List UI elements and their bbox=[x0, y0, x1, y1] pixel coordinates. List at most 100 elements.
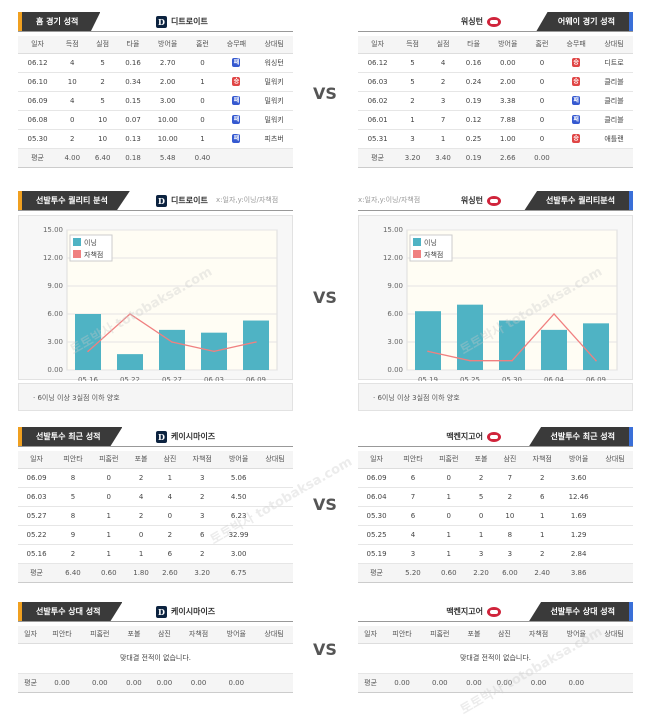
table-cell: 밀워키 bbox=[255, 91, 293, 111]
table-cell: 디트로 bbox=[595, 53, 633, 73]
pitcher-recent-left-panel: 선발투수 최근 성적 D 케이시마이즈 일자 피안타 피홈런 포볼 삼진 자책점 방어율 상대… bbox=[18, 427, 293, 583]
table-cell: 10 bbox=[57, 72, 88, 92]
average-cell: 0.00 bbox=[489, 673, 520, 693]
table-row: 06.03 5 0 4 4 2 4.50 bbox=[18, 487, 293, 507]
table-row: 06.12 4 5 0.16 2.70 0 패 워싱턴 bbox=[18, 53, 293, 73]
average-cell: 0.00 bbox=[526, 148, 558, 168]
table-cell bbox=[257, 468, 293, 488]
table-cell bbox=[597, 544, 633, 564]
table-cell: 2 bbox=[155, 525, 185, 545]
nationals-logo-icon bbox=[487, 432, 501, 442]
table-cell: 패 bbox=[217, 91, 256, 111]
column-header: 일자 bbox=[358, 451, 396, 469]
pitcher-vs-right-name: 맥켄지고어 bbox=[446, 602, 501, 622]
table-cell: 2 bbox=[184, 544, 221, 564]
average-cell: 2.20 bbox=[466, 563, 496, 583]
table-cell: 패 bbox=[217, 110, 256, 130]
average-cell bbox=[255, 148, 293, 168]
table-cell: 밀워키 bbox=[255, 110, 293, 130]
column-header: 일자 bbox=[358, 36, 398, 54]
table-cell: 10.00 bbox=[148, 129, 188, 149]
table-cell: 2 bbox=[126, 468, 156, 488]
table-cell bbox=[597, 525, 633, 545]
column-header: 방어율 bbox=[488, 36, 527, 54]
column-header: 타율 bbox=[458, 36, 489, 54]
table-cell: 0 bbox=[526, 72, 558, 92]
y-tick-label: 3.00 bbox=[47, 338, 63, 346]
table-cell: 2.00 bbox=[148, 72, 188, 92]
column-header: 득점 bbox=[57, 36, 88, 54]
pitcher-recent-right-header: 맥켄지고어 선발투수 최근 성적 bbox=[358, 427, 633, 447]
result-badge: 패 bbox=[572, 96, 581, 105]
average-cell: 평균 bbox=[18, 563, 56, 583]
table-cell: 0.19 bbox=[458, 91, 489, 111]
table-row: 05.27 8 1 2 0 3 6.23 bbox=[18, 506, 293, 526]
pitcher-vs-left-header: 선발투수 상대 성적 D 케이시마이즈 bbox=[18, 602, 293, 622]
average-cell: 0.00 bbox=[217, 673, 256, 693]
vs-label-1: VS bbox=[313, 84, 337, 103]
home-games-header: 홈 경기 성적 D 디트로이트 bbox=[18, 12, 293, 32]
table-row: 05.16 2 1 1 6 2 3.00 bbox=[18, 544, 293, 564]
column-header: 승무패 bbox=[557, 36, 596, 54]
table-cell: 6 bbox=[395, 468, 431, 488]
table-cell: 06.01 bbox=[358, 110, 398, 130]
table-cell: 0 bbox=[526, 91, 558, 111]
table-cell: 1 bbox=[524, 525, 561, 545]
pitcher-recent-left-table: 일자 피안타 피홈런 포볼 삼진 자책점 방어율 상대팀 06.09 8 0 2 1 3 5.06 06.0… bbox=[18, 451, 293, 583]
result-badge: 승 bbox=[572, 134, 581, 143]
table-row: 06.09 8 0 2 1 3 5.06 bbox=[18, 468, 293, 488]
table-cell: 3 bbox=[466, 544, 496, 564]
average-cell: 0.00 bbox=[420, 673, 459, 693]
average-cell: 6.00 bbox=[495, 563, 525, 583]
legend-swatch-innings bbox=[413, 238, 421, 246]
average-cell: 5.20 bbox=[395, 563, 431, 583]
x-tick-label: 06.09 bbox=[246, 376, 266, 381]
tigers-logo-icon: D bbox=[156, 431, 167, 443]
average-cell: 1.80 bbox=[126, 563, 156, 583]
table-cell: 0 bbox=[155, 506, 185, 526]
table-cell: 0.16 bbox=[117, 53, 149, 73]
table-cell: 3.00 bbox=[148, 91, 188, 111]
table-cell: 5 bbox=[397, 72, 428, 92]
table-row: 05.19 3 1 3 3 2 2.84 bbox=[358, 544, 633, 564]
column-header: 방어율 bbox=[148, 36, 188, 54]
table-cell: 0 bbox=[430, 506, 467, 526]
average-cell: 5.48 bbox=[148, 148, 188, 168]
average-cell: 0.40 bbox=[187, 148, 218, 168]
average-cell: 평균 bbox=[18, 673, 44, 693]
pitcher-vs-right-panel: 맥켄지고어 선발투수 상대 성적 일자 피안타 피홈런 포볼 삼진 자책점 방어율 상대팀 맞… bbox=[358, 602, 633, 693]
table-row: 05.30 2 10 0.13 10.00 1 패 피츠버 bbox=[18, 129, 293, 149]
bar-innings bbox=[541, 329, 567, 370]
table-cell: 05.30 bbox=[358, 506, 396, 526]
table-cell: 2 bbox=[495, 487, 525, 507]
table-cell: 승 bbox=[557, 53, 596, 73]
average-cell: 0.00 bbox=[80, 673, 119, 693]
table-cell: 0 bbox=[57, 110, 88, 130]
table-cell: 6 bbox=[155, 544, 185, 564]
pitcher-vs-left-title: 선발투수 상대 성적 bbox=[18, 602, 123, 622]
legend-swatch-innings bbox=[73, 238, 81, 246]
column-header: 피홈런 bbox=[80, 626, 119, 644]
table-cell: 6 bbox=[184, 525, 221, 545]
column-header: 피홈런 bbox=[420, 626, 459, 644]
table-cell: 3 bbox=[495, 544, 525, 564]
table-cell: 1 bbox=[187, 129, 218, 149]
pitcher-recent-right-table: 일자 피안타 피홈런 포볼 삼진 자책점 방어율 상대팀 06.09 6 0 2 7 2 3.60 06.0… bbox=[358, 451, 633, 583]
average-cell: 2.40 bbox=[524, 563, 561, 583]
y-tick-label: 0.00 bbox=[47, 366, 63, 374]
quality-left-team-name: 디트로이트 bbox=[171, 196, 208, 205]
pitcher-recent-right-name: 맥켄지고어 bbox=[446, 427, 501, 447]
quality-left-chart: 0.00 3.00 6.00 9.00 12.00 15.00 05.16 05.22 05.2… bbox=[18, 215, 293, 381]
average-cell: 6.75 bbox=[220, 563, 258, 583]
y-tick-label: 9.00 bbox=[387, 282, 403, 290]
table-cell: 06.09 bbox=[18, 468, 56, 488]
table-cell bbox=[597, 468, 633, 488]
table-cell bbox=[597, 506, 633, 526]
table-cell: 패 bbox=[217, 129, 256, 149]
home-games-panel: 홈 경기 성적 D 디트로이트 일자 득점 실점 타율 방어율 홈런 승무패 상대팀 06.1… bbox=[18, 12, 293, 168]
quality-left-title: 선발투수 퀄리티 분석 bbox=[18, 191, 130, 211]
table-row: 06.09 6 0 2 7 2 3.60 bbox=[358, 468, 633, 488]
table-cell: 8 bbox=[55, 506, 91, 526]
average-cell: 0.00 bbox=[118, 673, 150, 693]
table-cell: 밀워키 bbox=[255, 72, 293, 92]
